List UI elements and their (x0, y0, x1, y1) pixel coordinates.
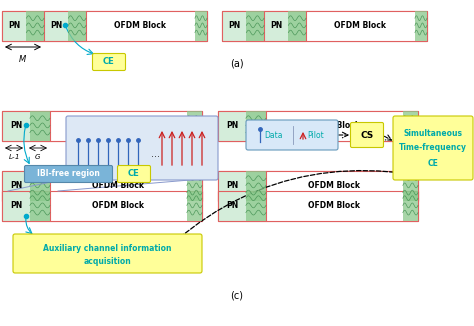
Bar (187, 191, 202, 221)
Bar (2, 191, 202, 221)
Text: CS: CS (360, 130, 374, 140)
Text: PN: PN (228, 22, 240, 31)
Text: PN: PN (226, 201, 238, 211)
Bar (403, 171, 418, 201)
Text: Data: Data (264, 130, 283, 140)
Bar (218, 171, 266, 201)
Bar (44, 11, 86, 41)
Text: PN: PN (10, 182, 22, 190)
Bar (30, 171, 50, 201)
FancyBboxPatch shape (246, 120, 338, 150)
Bar (246, 171, 266, 201)
Bar (222, 11, 264, 41)
Text: PN: PN (8, 22, 20, 31)
FancyBboxPatch shape (66, 116, 218, 180)
Bar (246, 111, 266, 141)
Text: (b): (b) (230, 191, 244, 201)
Bar (68, 11, 86, 41)
Text: PN: PN (10, 122, 22, 130)
Text: Auxiliary channel information: Auxiliary channel information (43, 244, 172, 253)
Bar (187, 171, 202, 201)
Text: Frequency: Frequency (26, 174, 65, 183)
Text: OFDM Block: OFDM Block (335, 22, 386, 31)
Bar (2, 191, 50, 221)
Text: CE: CE (128, 170, 140, 179)
Bar (2, 11, 44, 41)
Text: ...: ... (151, 149, 160, 159)
Bar (218, 111, 418, 141)
Bar (2, 11, 207, 41)
Bar (403, 111, 418, 141)
Bar (266, 191, 418, 221)
Bar (218, 111, 266, 141)
Text: (a): (a) (230, 58, 244, 68)
Text: $G$: $G$ (35, 152, 42, 161)
Text: OFDM Block: OFDM Block (92, 201, 145, 211)
Text: PN: PN (10, 201, 22, 211)
Text: PN: PN (50, 22, 62, 31)
Text: IBI-free region: IBI-free region (37, 170, 100, 179)
Bar (288, 11, 306, 41)
Bar (264, 11, 306, 41)
Text: acquisition: acquisition (83, 257, 131, 266)
Bar (27, 11, 44, 41)
Text: Simultaneous: Simultaneous (403, 128, 463, 138)
Bar (2, 111, 50, 141)
Bar (50, 191, 202, 221)
Text: PN: PN (226, 182, 238, 190)
Text: Pilot: Pilot (307, 130, 324, 140)
Bar (195, 11, 207, 41)
Text: OFDM Block: OFDM Block (92, 122, 145, 130)
Bar (2, 111, 202, 141)
Text: OFDM Block: OFDM Block (92, 182, 145, 190)
Text: PN: PN (226, 122, 238, 130)
Bar (266, 111, 418, 141)
Text: $L$-1: $L$-1 (8, 152, 20, 161)
Text: OFDM Block: OFDM Block (309, 122, 360, 130)
Bar (415, 11, 427, 41)
Bar (50, 111, 202, 141)
Bar (218, 191, 266, 221)
Bar (30, 191, 50, 221)
FancyBboxPatch shape (25, 166, 112, 183)
Text: PN: PN (270, 22, 283, 31)
Bar (187, 111, 202, 141)
Bar (222, 11, 427, 41)
Bar (50, 171, 202, 201)
Bar (246, 11, 264, 41)
Text: $M$: $M$ (18, 53, 27, 64)
Text: CE: CE (103, 57, 115, 67)
Bar (403, 191, 418, 221)
Bar (218, 171, 418, 201)
FancyBboxPatch shape (350, 123, 383, 147)
Bar (86, 11, 207, 41)
FancyBboxPatch shape (118, 166, 151, 183)
Bar (306, 11, 427, 41)
Bar (218, 191, 418, 221)
Text: OFDM Block: OFDM Block (309, 182, 360, 190)
FancyBboxPatch shape (393, 116, 473, 180)
Bar (30, 111, 50, 141)
Bar (2, 171, 202, 201)
FancyBboxPatch shape (92, 53, 126, 70)
FancyBboxPatch shape (13, 234, 202, 273)
Text: OFDM Block: OFDM Block (309, 201, 360, 211)
Bar (2, 171, 50, 201)
Text: CE: CE (428, 158, 438, 168)
Text: (c): (c) (230, 291, 244, 301)
Text: Time-frequency: Time-frequency (399, 143, 467, 153)
Text: OFDM Block: OFDM Block (114, 22, 166, 31)
Bar (266, 171, 418, 201)
Bar (246, 191, 266, 221)
